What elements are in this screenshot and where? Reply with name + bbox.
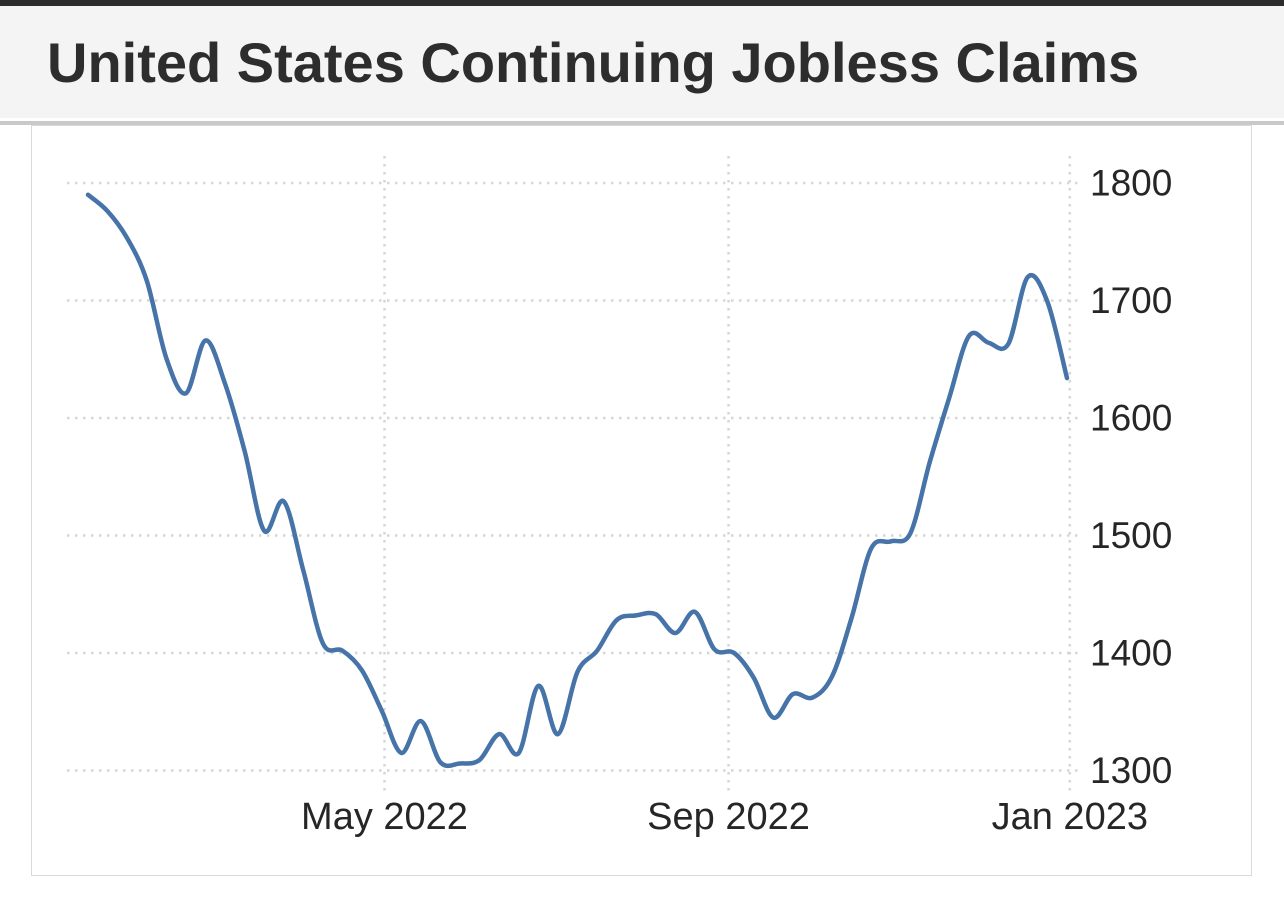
y-axis-label: 1300 <box>1090 750 1172 791</box>
y-axis-label: 1600 <box>1090 398 1172 439</box>
chart-title: United States Continuing Jobless Claims <box>47 30 1140 94</box>
header-divider <box>0 121 1284 125</box>
series-line <box>85 192 1070 769</box>
y-axis-label: 1700 <box>1090 280 1172 321</box>
y-axis-label: 1800 <box>1090 163 1172 204</box>
x-axis-label: Jan 2023 <box>992 796 1148 838</box>
y-axis-label: 1500 <box>1090 515 1172 556</box>
page-header: United States Continuing Jobless Claims <box>0 6 1284 118</box>
chart-card: 1800 1700 1600 1500 1400 1300 May 2022 Sep 2022… <box>31 125 1252 876</box>
x-axis-label: May 2022 <box>301 796 468 838</box>
x-axis-label: Sep 2022 <box>647 796 810 838</box>
y-axis-label: 1400 <box>1090 633 1172 674</box>
line-chart[interactable]: 1800 1700 1600 1500 1400 1300 May 2022 Sep 2022… <box>32 126 1251 875</box>
top-bar <box>0 0 1284 6</box>
